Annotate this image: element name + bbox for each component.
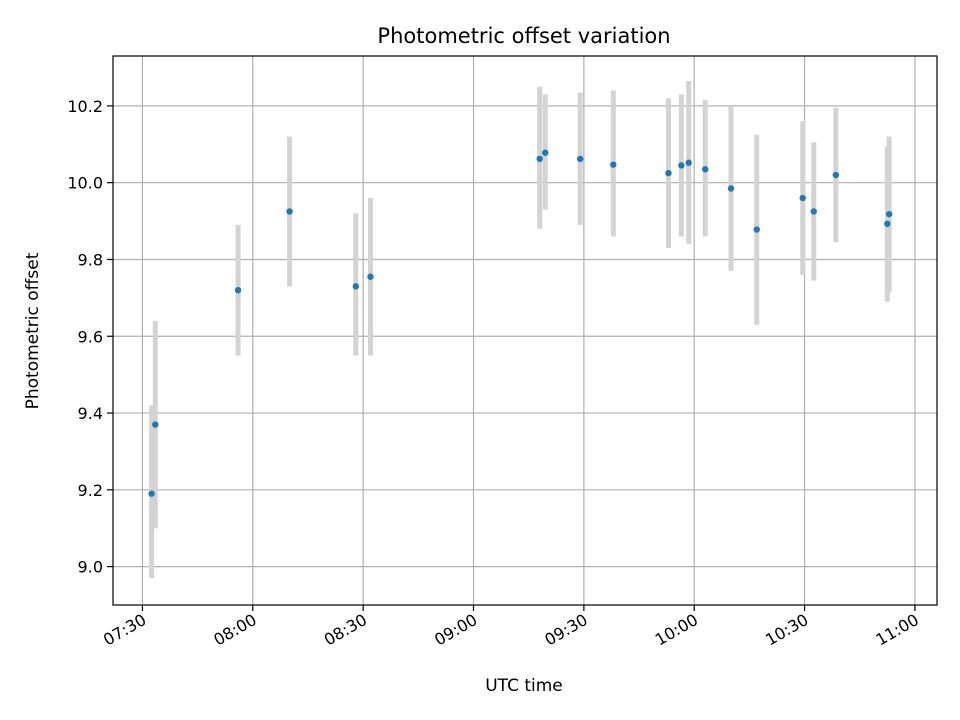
data-point (576, 155, 584, 163)
data-point (799, 194, 806, 202)
data-point (610, 161, 617, 168)
data-point (810, 208, 817, 215)
data-point (832, 171, 840, 179)
y-tick-label: 9.8 (78, 250, 103, 269)
data-point (152, 421, 159, 428)
chart-title: Photometric offset variation (377, 24, 670, 48)
y-tick-label: 9.4 (78, 404, 103, 423)
grid (113, 56, 937, 605)
data-point (367, 273, 374, 280)
data-point (665, 169, 672, 177)
y-tick-label: 9.0 (78, 558, 103, 577)
data-point (148, 490, 155, 497)
data-point (536, 155, 543, 163)
data-point (542, 149, 549, 156)
x-axis-label: UTC time (485, 676, 563, 696)
data-point (727, 185, 735, 192)
data-point (685, 159, 692, 166)
data-points (148, 149, 893, 497)
data-point (885, 210, 893, 218)
y-axis-ticks: 9.0 9.2 9.4 9.6 9.8 10.0 10.2 (67, 97, 113, 577)
data-point (753, 226, 760, 233)
data-point (702, 166, 709, 173)
data-point (678, 162, 685, 169)
plot-frame (112, 55, 938, 606)
plot-area (113, 56, 937, 605)
y-tick-label: 10.0 (67, 174, 103, 193)
y-tick-label: 9.2 (78, 481, 103, 500)
data-point (352, 283, 359, 290)
y-tick-label: 10.2 (67, 97, 103, 116)
y-tick-label: 9.6 (78, 327, 103, 346)
data-point (884, 220, 891, 227)
y-axis-label: Photometric offset (23, 252, 43, 409)
data-point (286, 208, 293, 215)
data-point (234, 286, 242, 294)
